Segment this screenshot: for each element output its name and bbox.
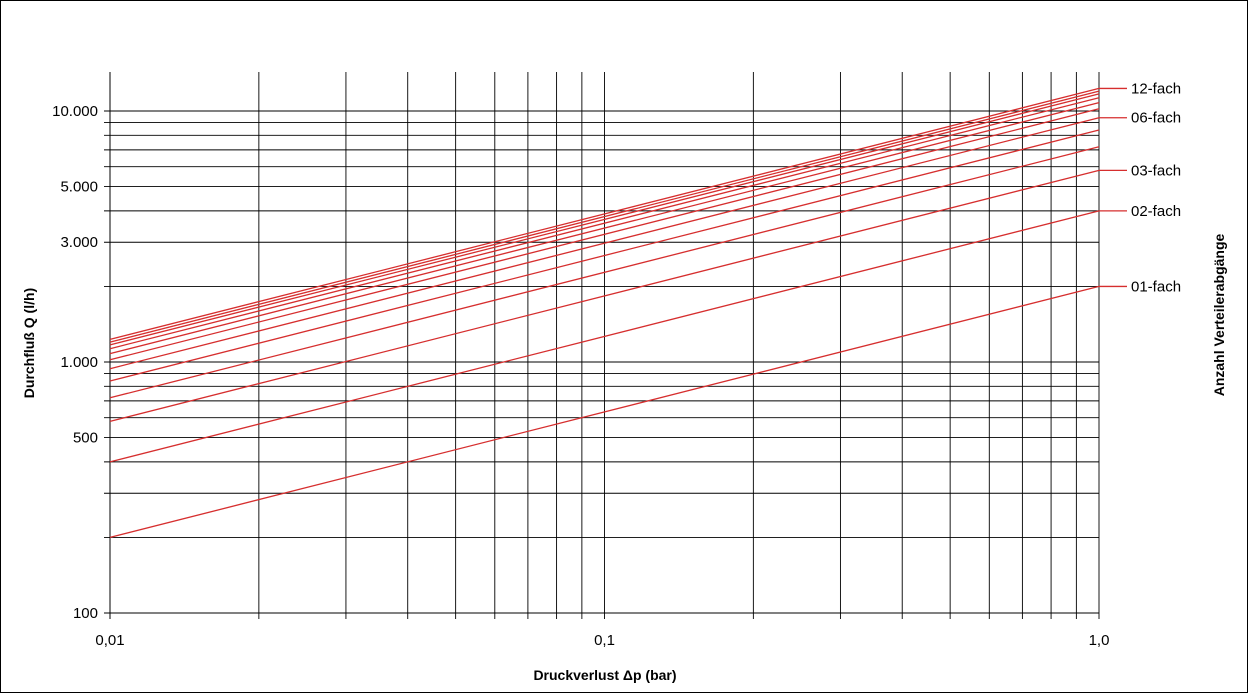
y-tick-label: 1.000 bbox=[60, 354, 98, 371]
y-tick-label: 100 bbox=[73, 605, 98, 622]
x-axis-title: Druckverlust Δp (bar) bbox=[533, 667, 676, 683]
series-line bbox=[109, 129, 1100, 382]
series-line bbox=[109, 97, 1100, 350]
grid-layer bbox=[104, 72, 1100, 619]
y-tick-label: 10.000 bbox=[52, 103, 98, 120]
y-axis-title: Durchfluß Q (l/h) bbox=[21, 288, 37, 398]
series-line bbox=[109, 117, 1100, 370]
series-line bbox=[109, 210, 1100, 463]
x-tick-label: 0,1 bbox=[594, 632, 615, 649]
label-layer: 01-fach 02-fach 03-fach 06-fach 12-fach bbox=[1099, 80, 1181, 295]
series-line bbox=[109, 146, 1100, 399]
right-axis-title: Anzahl Verteilerabgänge bbox=[1211, 233, 1227, 396]
series-line bbox=[109, 101, 1100, 355]
series-line bbox=[109, 169, 1100, 423]
series-label: 06-fach bbox=[1131, 110, 1181, 127]
x-tick-label: 1,0 bbox=[1089, 632, 1110, 649]
series-line bbox=[109, 108, 1100, 361]
series-line bbox=[109, 93, 1100, 346]
series-label: 12-fach bbox=[1131, 80, 1181, 97]
y-tick-label: 5.000 bbox=[60, 179, 98, 196]
y-tick-label: 3.000 bbox=[60, 234, 98, 251]
series-layer bbox=[109, 87, 1100, 539]
series-label: 02-fach bbox=[1131, 203, 1181, 220]
y-tick-label: 500 bbox=[73, 430, 98, 447]
series-line bbox=[109, 87, 1100, 341]
x-tick-label: 0,01 bbox=[95, 632, 124, 649]
axis-layer: 0,01 0,1 1,0 100 500 1.000 3.000 5.000 10.000 bbox=[52, 72, 1109, 649]
series-label: 01-fach bbox=[1131, 278, 1181, 295]
series-label: 03-fach bbox=[1131, 162, 1181, 179]
series-line bbox=[109, 90, 1100, 343]
series-line bbox=[109, 285, 1100, 539]
